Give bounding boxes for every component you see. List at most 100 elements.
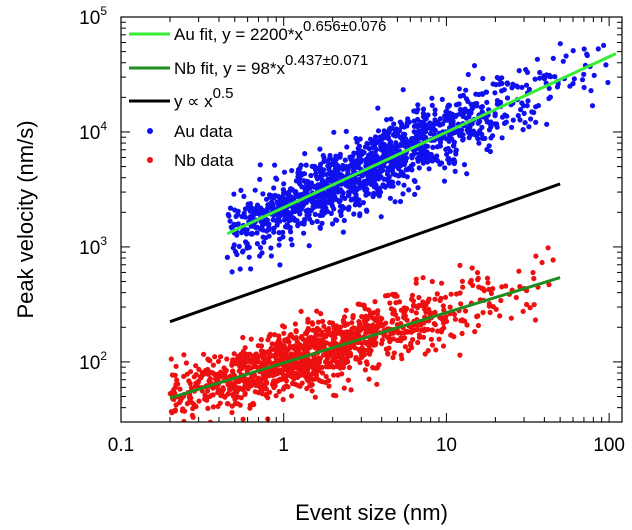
nb-point [474,270,481,276]
au-point [550,55,556,62]
nb-point [269,341,275,347]
au-point [458,107,464,113]
nb-point [338,350,344,357]
nb-point [342,329,348,335]
nb-point [267,389,273,395]
nb-point [279,343,285,349]
au-point [442,113,448,119]
au-point [452,159,458,165]
au-point [420,160,426,166]
au-point [424,149,430,155]
nb-point [497,313,503,319]
nb-point [415,303,421,309]
nb-point [193,380,199,386]
nb-point [253,352,259,358]
nb-point [274,370,280,376]
nb-point [303,374,309,380]
au-point [281,169,288,175]
au-point [420,106,427,112]
nb-point [481,288,487,294]
nb-point [264,349,271,355]
au-point [492,90,498,96]
au-point [515,84,521,90]
nb-point [321,344,327,350]
nb-point [255,358,261,365]
au-point [589,103,596,109]
au-point [442,165,448,171]
nb-point [172,390,178,396]
nb-point [315,340,321,346]
au-point [534,56,541,62]
au-point [356,202,363,208]
au-point [240,249,246,255]
nb-point [545,245,551,251]
nb-point [490,286,496,292]
nb-point [191,428,196,433]
nb-point [247,351,253,357]
nb-point [404,306,410,312]
au-point [279,194,285,200]
au-point [426,166,432,172]
au-point [461,162,468,168]
nb-point [215,386,221,393]
nb-point [265,337,271,343]
au-point [235,221,241,227]
au-point [591,72,597,78]
nb-point [187,395,193,401]
nb-point [188,385,194,391]
au-point [232,249,239,255]
nb-point [432,322,438,328]
legend-item-ref: y ∝ x0.5 [129,85,233,111]
nb-point [212,354,218,360]
nb-point [357,321,363,327]
nb-point [396,299,403,305]
au-point [286,217,292,224]
au-point [449,123,455,129]
au-point [248,213,254,220]
nb-point [425,348,431,354]
au-point [406,187,412,193]
nb-point [299,333,305,339]
au-point [328,187,334,193]
nb-point [273,344,279,350]
au-point [526,124,532,130]
au-point [471,63,478,69]
nb-point [366,329,372,335]
nb-point [183,360,189,366]
au-point [601,42,607,49]
au-point [276,214,282,220]
au-point [335,162,341,169]
nb-point [318,311,324,317]
au-point [387,167,393,173]
au-point [304,212,310,218]
au-point [499,75,505,81]
nb-point [425,326,431,333]
au-point [268,245,274,251]
nb-point [410,337,416,343]
au-point [261,220,267,226]
au-point [441,178,448,184]
nb-point [292,321,298,327]
au-point [557,41,563,47]
nb-point [248,336,254,342]
au-point [446,138,452,144]
nb-point [355,301,361,307]
y-tick-label: 104 [79,119,107,144]
nb-point [191,401,197,407]
nb-point [312,394,318,400]
au-point [488,119,494,125]
legend-marker-swatch [147,157,153,163]
nb-point [326,383,332,389]
nb-point [372,342,378,348]
nb-point [440,343,447,349]
au-point [571,76,577,82]
au-point [352,202,358,208]
nb-point [323,327,330,333]
nb-point [247,405,253,411]
nb-point [345,352,351,358]
x-tick-label: 0.1 [108,435,134,456]
nb-point [305,316,311,322]
nb-point [353,356,359,362]
nb-point [205,371,211,377]
nb-point [230,368,236,374]
